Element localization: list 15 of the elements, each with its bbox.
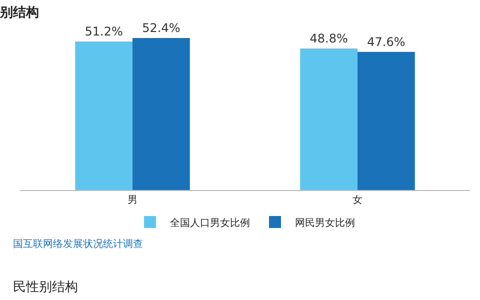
bar xyxy=(132,38,190,190)
bar xyxy=(358,52,415,190)
legend-label: 全国人口男女比例 xyxy=(170,216,250,229)
data-label: 51.2% xyxy=(84,24,123,38)
x-tick-label: 男 xyxy=(128,195,138,206)
text: 民性别结构 xyxy=(13,280,78,295)
bar xyxy=(300,48,358,190)
text: 国互联网络发展状况统计调查 xyxy=(13,238,143,250)
legend-label: 网民男女比例 xyxy=(295,216,355,229)
data-label: 47.6% xyxy=(367,34,406,49)
chart-title: 别结构 xyxy=(0,6,39,21)
bar xyxy=(75,41,132,190)
x-tick-label: 女 xyxy=(352,194,362,206)
data-label: 48.8% xyxy=(310,31,348,46)
data-label: 52.4% xyxy=(142,21,180,35)
